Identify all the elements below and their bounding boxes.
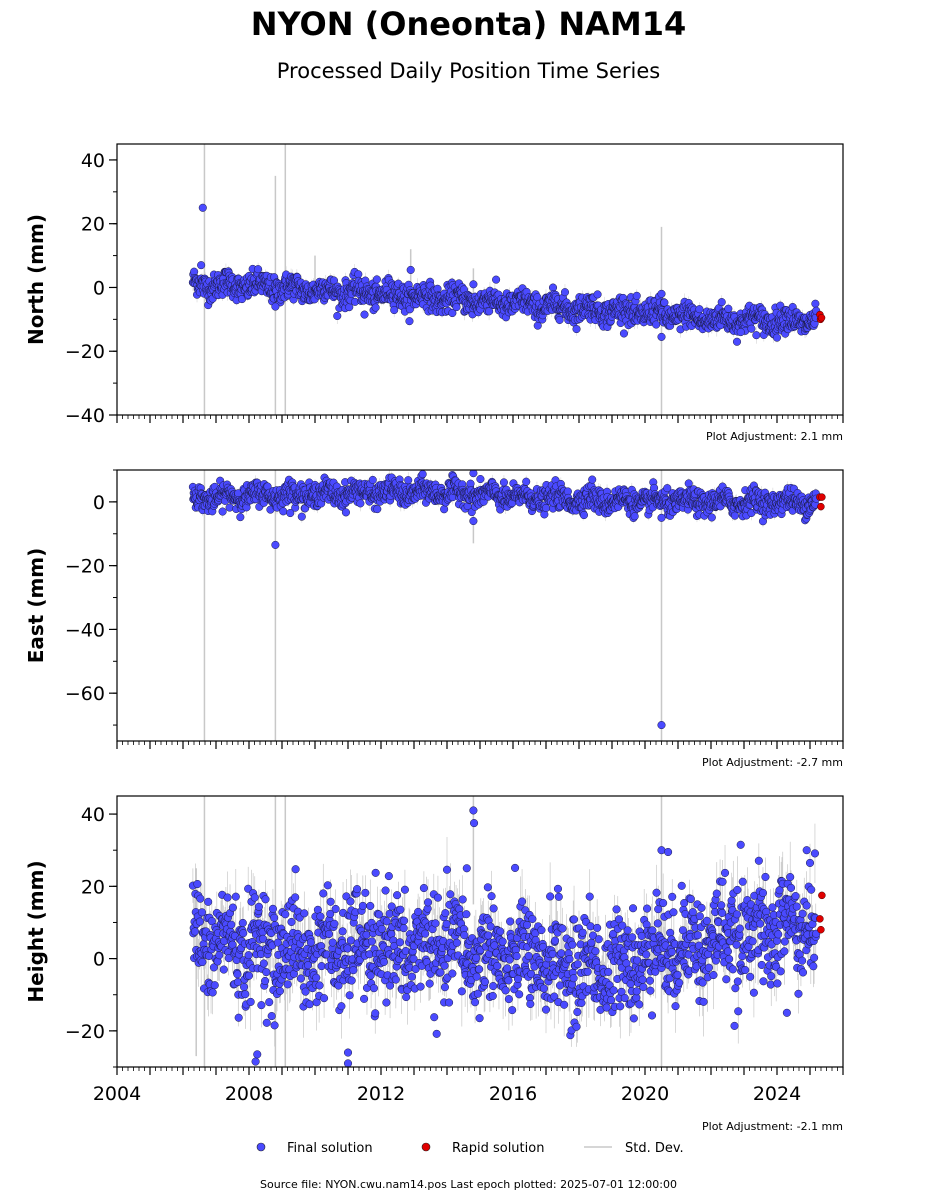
rapid-point: [817, 314, 826, 322]
final-point: [660, 298, 669, 307]
y-tick-label: −40: [65, 405, 105, 427]
final-point: [560, 288, 570, 297]
final-point: [730, 511, 739, 520]
final-point: [405, 317, 414, 326]
final-point: [469, 470, 478, 478]
y-axis-label: East (mm): [24, 548, 48, 664]
final-point: [448, 308, 457, 318]
chart-subtitle: Processed Daily Position Time Series: [277, 59, 661, 83]
final-point: [663, 484, 672, 493]
final-point: [286, 508, 295, 518]
final-point: [469, 280, 478, 289]
plot-adjustment-note: Plot Adjustment: 2.1 mm: [706, 430, 843, 443]
plot-area: [188, 796, 826, 1067]
rapid-point: [817, 502, 825, 511]
final-point: [632, 291, 641, 300]
final-point: [372, 275, 381, 284]
final-point: [657, 332, 666, 341]
final-point: [345, 303, 354, 312]
y-tick-label: 0: [93, 277, 105, 299]
final-point: [541, 504, 551, 513]
final-point: [225, 503, 234, 512]
final-point: [485, 307, 494, 316]
y-tick-label: −20: [65, 556, 105, 578]
final-point: [356, 499, 365, 508]
north-panel: −40 −20 0 20 40 North (mm) Plot Adjustment: 2.…: [24, 143, 844, 443]
final-point: [579, 511, 589, 520]
y-tick-label: 40: [81, 150, 105, 172]
final-point: [236, 513, 245, 522]
final-point: [772, 333, 782, 342]
y-tick-label: −20: [65, 341, 105, 363]
final-point: [695, 305, 704, 314]
final-point: [499, 478, 508, 487]
y-tick-label: 20: [81, 214, 105, 236]
chart-title: NYON (Oneonta) NAM14: [251, 5, 687, 43]
final-point: [657, 721, 666, 730]
final-point: [418, 470, 427, 479]
plot-adjustment-note: Plot Adjustment: -2.7 mm: [702, 756, 843, 769]
final-point: [572, 324, 581, 334]
y-tick-label: 0: [93, 492, 105, 514]
final-point: [717, 298, 726, 307]
final-point: [476, 474, 485, 484]
final-point: [593, 290, 602, 299]
final-point: [197, 261, 206, 270]
east-panel: −60 −40 −20 0 East (mm) Plot Adjustment: -2.7…: [24, 469, 844, 769]
plot-area: [188, 144, 826, 415]
final-point: [452, 303, 461, 312]
rapid-solution-series: [816, 493, 826, 511]
final-point: [811, 299, 820, 308]
final-point: [297, 512, 306, 521]
final-point: [707, 513, 716, 522]
final-point: [747, 324, 756, 333]
rapid-solution-series: [816, 310, 826, 324]
final-point: [588, 475, 597, 484]
rapid-point: [818, 493, 826, 501]
y-axis-label: North (mm): [24, 214, 48, 345]
final-point: [271, 302, 280, 311]
final-point: [555, 315, 564, 324]
final-point: [657, 289, 666, 298]
final-point: [440, 505, 449, 514]
final-point: [279, 507, 288, 516]
final-point: [492, 275, 501, 284]
final-point: [752, 331, 761, 340]
final-point: [271, 540, 280, 549]
final-point: [218, 507, 227, 516]
y-tick-label: −40: [65, 619, 105, 641]
final-point: [333, 311, 342, 320]
final-point: [390, 305, 399, 315]
final-point: [198, 203, 207, 212]
final-point: [652, 320, 661, 329]
plot-area: [188, 470, 826, 741]
y-tick-label: −60: [65, 683, 105, 705]
final-point: [732, 337, 742, 346]
final-point: [341, 508, 350, 517]
final-point: [736, 328, 745, 337]
final-point: [630, 512, 639, 521]
final-point: [360, 310, 369, 319]
final-point: [469, 516, 478, 526]
final-point: [368, 475, 377, 484]
final-point: [254, 265, 263, 274]
final-solution-series: [188, 203, 821, 346]
final-point: [724, 304, 733, 313]
final-point: [522, 477, 531, 486]
final-point: [466, 479, 475, 488]
final-point: [406, 265, 415, 274]
final-point: [619, 329, 629, 338]
final-solution-series: [188, 470, 821, 730]
final-point: [371, 303, 380, 312]
final-point: [548, 283, 558, 292]
final-point: [373, 505, 382, 514]
final-point: [657, 513, 666, 522]
final-point: [404, 476, 413, 485]
